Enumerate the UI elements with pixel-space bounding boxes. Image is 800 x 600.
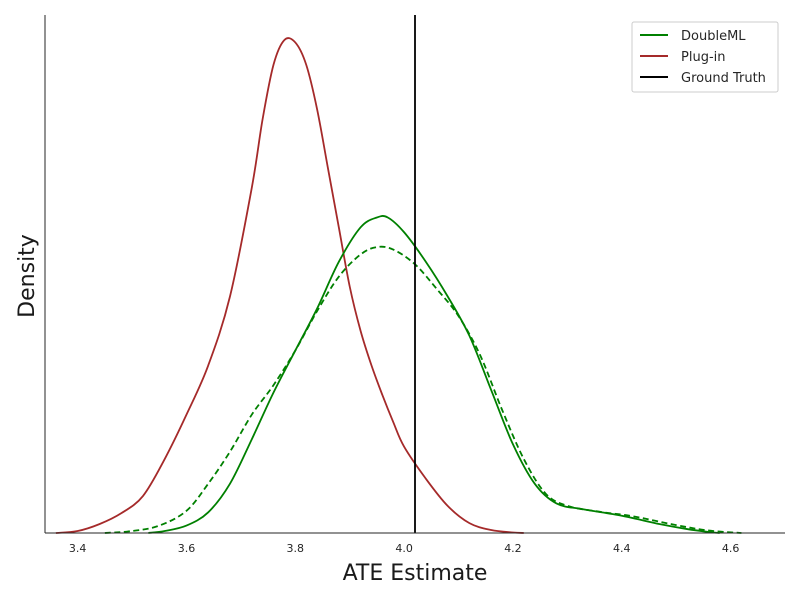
x-tick-label: 4.6: [722, 542, 740, 555]
x-tick-label: 3.6: [178, 542, 196, 555]
legend-box: [631, 21, 779, 93]
x-tick-label: 4.2: [504, 542, 522, 555]
plot-area: [55, 15, 742, 534]
x-tick-label: 4.4: [613, 542, 631, 555]
series-plug-in: [55, 37, 524, 534]
legend-label-doubleml: DoubleML: [681, 29, 746, 44]
legend-label-ground-truth: Ground Truth: [681, 71, 766, 86]
x-axis-title: ATE Estimate: [343, 561, 488, 586]
x-tick-label: 4.0: [395, 542, 413, 555]
series-doubleml-dashed: [104, 245, 742, 534]
legend-label-plugin: Plug-in: [681, 50, 725, 65]
x-tick-label: 3.4: [69, 542, 87, 555]
axes: [44, 15, 785, 534]
series-doubleml: [148, 215, 720, 534]
x-tick-label: 3.8: [287, 542, 305, 555]
y-axis-title: Density: [15, 234, 40, 318]
legend: DoubleML Plug-in Ground Truth: [631, 21, 779, 93]
x-tick-labels: 3.4 3.6 3.8 4.0 4.2 4.4 4.6: [69, 542, 739, 555]
